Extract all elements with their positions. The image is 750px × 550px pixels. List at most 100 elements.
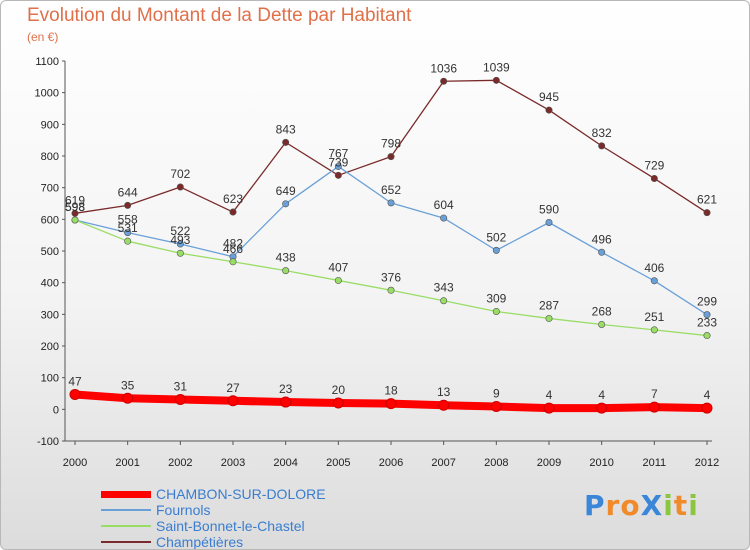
data-point [282,200,290,208]
data-point [440,297,448,305]
data-label: 299 [697,295,717,309]
data-label: 493 [170,233,190,247]
data-point [387,199,395,207]
data-label: 47 [68,374,82,388]
data-point [701,402,713,414]
data-point [650,277,658,285]
data-label: 23 [279,382,293,396]
data-label: 531 [118,221,138,235]
data-point [596,402,608,414]
y-tick-label: 200 [41,341,59,353]
data-label: 268 [592,304,612,318]
data-point [598,320,606,328]
data-point [492,246,500,254]
data-point [492,307,500,315]
data-point [227,395,239,407]
data-point [334,162,342,170]
x-tick-label: 2005 [326,457,350,469]
data-label: 343 [434,281,454,295]
data-point [282,138,290,146]
x-tick-label: 2008 [484,457,508,469]
legend-item: Fournols [101,502,326,518]
data-label: 843 [276,122,296,136]
data-label: 619 [65,193,85,207]
data-label: 35 [121,378,135,392]
data-label: 652 [381,183,401,197]
proxiti-logo: ProXiti [584,489,699,522]
data-point [387,286,395,294]
data-label: 20 [332,383,346,397]
data-point [545,314,553,322]
logo-letter: i [663,489,674,522]
data-label: 1039 [483,60,510,74]
logo-letter: t [673,489,689,522]
data-label: 27 [226,381,240,395]
y-tick-label: 800 [41,151,59,163]
data-label: 522 [170,224,190,238]
legend-item: Saint-Bonnet-le-Chastel [101,518,326,534]
data-label: 4 [704,388,711,402]
data-label: 644 [118,185,138,199]
data-point [545,219,553,227]
logo-letter: X [640,489,664,522]
data-point [334,276,342,284]
x-tick-label: 2011 [643,457,667,469]
x-tick-label: 2006 [379,457,403,469]
legend-swatch [101,525,151,527]
x-tick-label: 2000 [63,457,87,469]
data-point [229,208,237,216]
logo-letter: i [688,489,699,522]
data-label: 18 [384,384,398,398]
data-label: 798 [381,137,401,151]
data-point [280,396,292,408]
data-point [650,174,658,182]
data-label: 31 [174,380,188,394]
data-point [69,388,81,400]
data-point [174,394,186,406]
legend-item: Champétières [101,534,326,550]
data-label: 767 [328,146,348,160]
data-point [650,326,658,334]
data-label: 438 [276,251,296,265]
data-label: 729 [644,158,664,172]
legend-label: Fournols [156,502,211,518]
y-tick-label: 600 [41,214,59,226]
data-label: 287 [539,298,559,312]
data-point [490,400,502,412]
x-tick-label: 2007 [431,457,455,469]
data-label: 590 [539,203,559,217]
x-tick-label: 2003 [221,457,245,469]
legend-swatch [101,490,151,498]
y-tick-label: 900 [41,119,59,131]
x-tick-label: 2010 [589,457,613,469]
data-label: 649 [276,184,296,198]
data-label: 945 [539,90,559,104]
data-label: 832 [592,126,612,140]
data-label: 309 [486,291,506,305]
legend-swatch [101,541,151,543]
legend-label: Champétières [156,534,244,550]
data-point [440,214,448,222]
data-point [703,332,711,340]
y-tick-label: -100 [37,436,59,448]
data-label: 739 [328,155,348,169]
data-point [703,209,711,217]
data-label: 1036 [430,61,457,75]
x-tick-label: 2001 [115,457,139,469]
data-point [438,399,450,411]
y-tick-label: 1100 [35,56,59,68]
y-tick-label: 100 [41,373,59,385]
legend-label: CHAMBON-SUR-DOLORE [156,486,326,502]
logo-letter: o [620,489,641,522]
data-label: 9 [493,386,500,400]
data-point [229,258,237,266]
data-point [648,401,660,413]
data-label: 496 [592,232,612,246]
data-label: 407 [328,260,348,274]
data-label: 598 [65,200,85,214]
legend: CHAMBON-SUR-DOLORE Fournols Saint-Bonnet-l… [101,486,326,550]
data-point [543,402,555,414]
data-label: 406 [644,261,664,275]
y-tick-label: 1000 [35,88,59,100]
